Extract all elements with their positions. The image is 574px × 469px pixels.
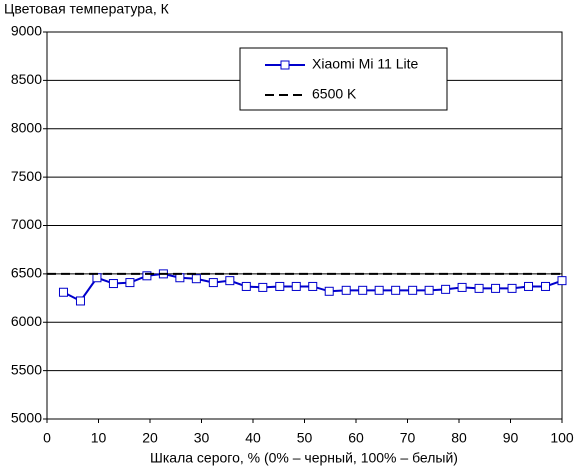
point-marker (175, 273, 185, 283)
point-marker (125, 278, 135, 288)
point-marker (258, 282, 268, 292)
point-marker (324, 286, 334, 296)
y-axis-title: Цветовая температура, К (4, 1, 170, 17)
point-marker (241, 281, 251, 291)
legend-box (239, 47, 448, 111)
legend-label: Xiaomi Mi 11 Lite (312, 56, 419, 72)
point-marker (191, 274, 201, 284)
point-marker (491, 283, 501, 293)
point-marker (408, 285, 418, 295)
point-marker (208, 278, 218, 288)
point-marker (457, 282, 467, 292)
point-marker (75, 296, 85, 306)
y-tick-label: 8500 (11, 71, 42, 87)
point-marker (225, 276, 235, 286)
y-tick-label: 8000 (11, 119, 42, 135)
y-tick-label: 9000 (11, 23, 42, 39)
point-marker (524, 281, 534, 291)
x-tick-label: 10 (91, 430, 107, 446)
point-marker (142, 271, 152, 281)
legend-marker (280, 60, 290, 70)
x-tick-label: 90 (503, 430, 519, 446)
x-tick-label: 80 (451, 430, 467, 446)
x-tick-label: 30 (194, 430, 210, 446)
y-tick-label: 6000 (11, 313, 42, 329)
x-tick-label: 0 (43, 430, 51, 446)
point-marker (92, 273, 102, 283)
point-marker (308, 281, 318, 291)
point-marker (441, 284, 451, 294)
x-tick-label: 70 (400, 430, 416, 446)
point-marker (291, 281, 301, 291)
x-tick-label: 50 (297, 430, 313, 446)
legend-label: 6500 K (312, 86, 357, 102)
point-marker (541, 281, 551, 291)
point-marker (275, 281, 285, 291)
x-tick-label: 100 (550, 430, 574, 446)
point-marker (374, 285, 384, 295)
point-marker (557, 276, 567, 286)
x-axis-title: Шкала серого, % (0% – черный, 100% – бел… (150, 450, 458, 466)
point-marker (424, 285, 434, 295)
y-tick-label: 5500 (11, 361, 42, 377)
point-marker (358, 285, 368, 295)
x-tick-label: 40 (245, 430, 261, 446)
point-marker (341, 285, 351, 295)
y-tick-label: 5000 (11, 410, 42, 426)
y-tick-label: 6500 (11, 265, 42, 281)
point-marker (58, 287, 68, 297)
point-marker (474, 283, 484, 293)
point-marker (507, 283, 517, 293)
point-marker (108, 279, 118, 289)
x-tick-label: 60 (348, 430, 364, 446)
x-tick-label: 20 (142, 430, 158, 446)
y-tick-label: 7500 (11, 168, 42, 184)
point-marker (391, 285, 401, 295)
y-tick-label: 7000 (11, 216, 42, 232)
